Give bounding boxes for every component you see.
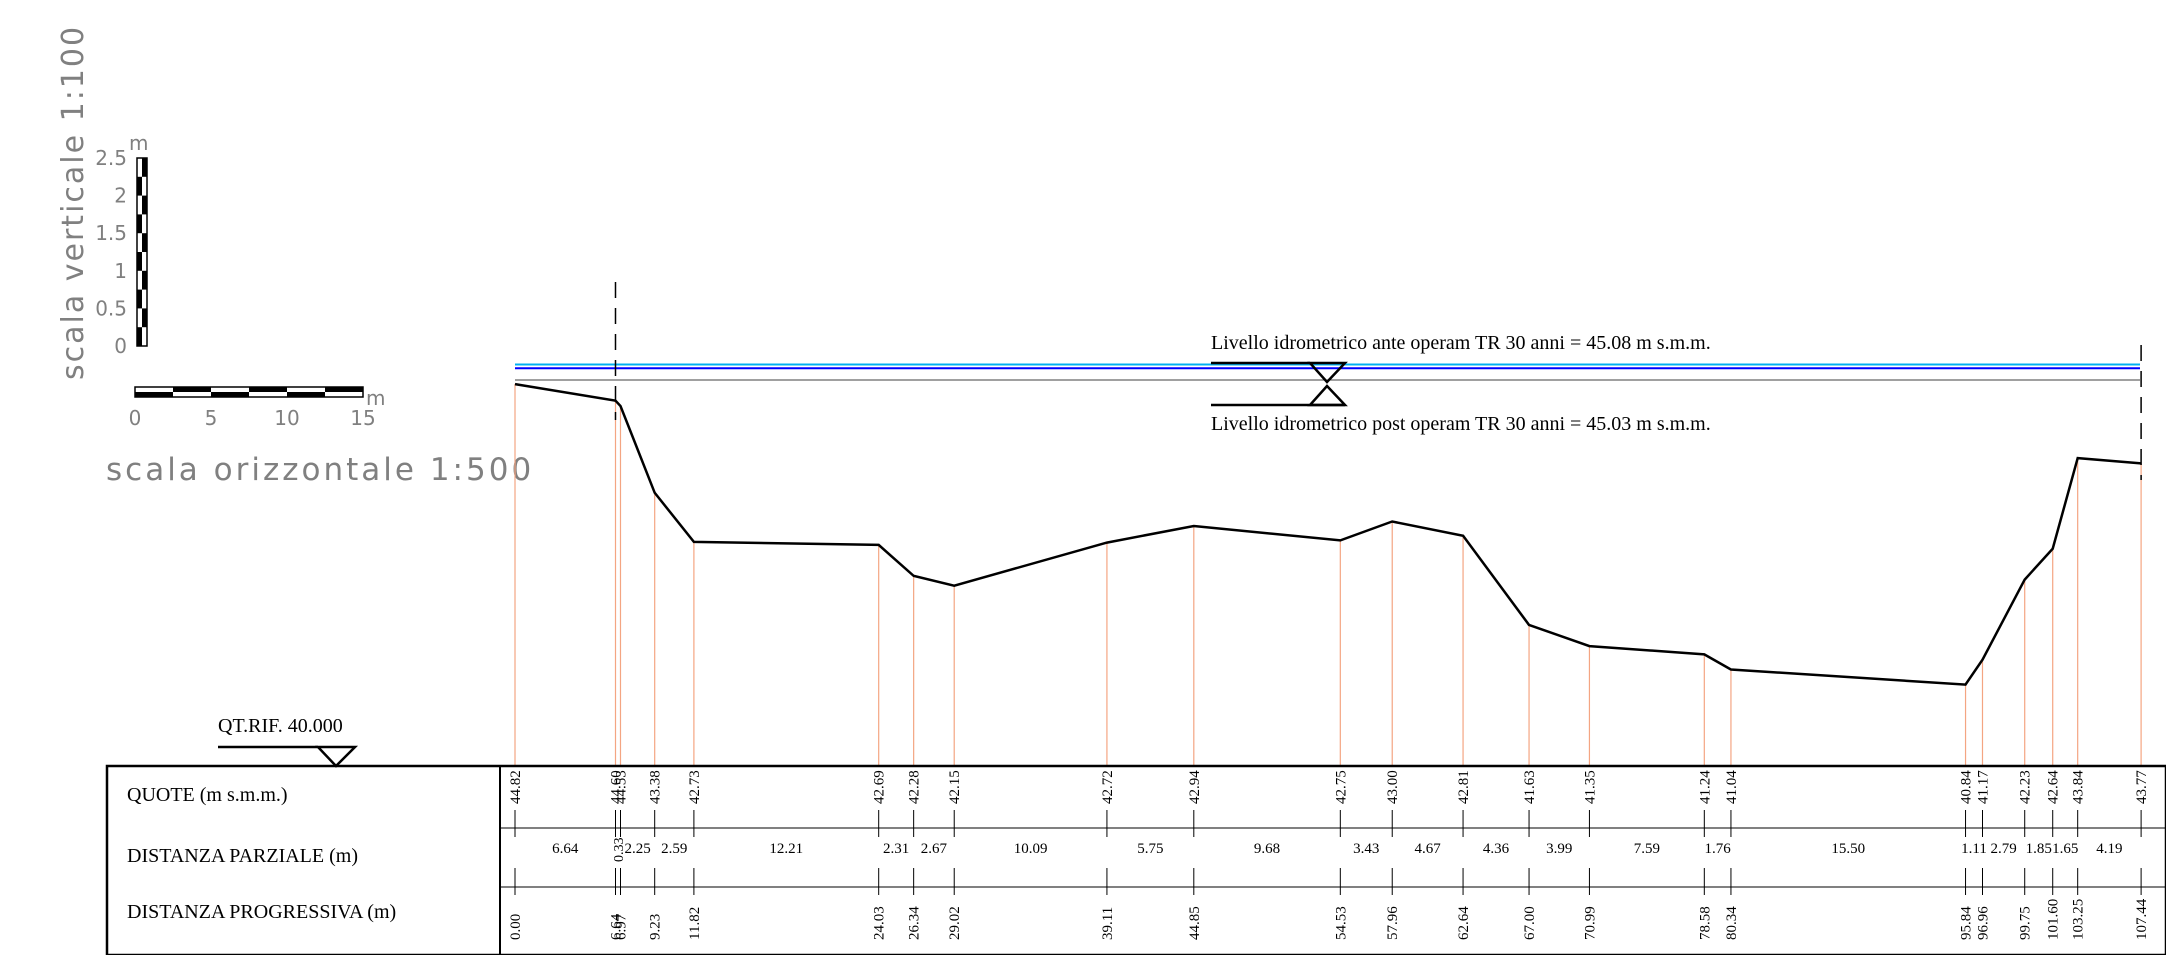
- horizontal-scale-bar: 0 5 10 15 m scala orizzontale 1:500: [106, 386, 534, 488]
- vertical-scale-tick-label: 1.5: [95, 221, 127, 245]
- elevation-label: 41.24: [1697, 770, 1713, 804]
- progressive-label: 6.97: [613, 913, 629, 940]
- progressive-label: 101.60: [2046, 899, 2062, 940]
- progressive-label: 95.84: [1959, 906, 1975, 940]
- elevation-label: 40.84: [1959, 770, 1975, 804]
- progressive-label: 57.96: [1385, 906, 1401, 940]
- partial-distance-label: 4.67: [1415, 841, 1442, 857]
- horizontal-scale-unit: m: [366, 386, 385, 410]
- row-label-progressiva: DISTANZA PROGRESSIVA (m): [127, 901, 396, 923]
- progressive-label: 9.23: [648, 914, 664, 940]
- partial-distance-label: 2.79: [1990, 841, 2016, 857]
- water-level-post-label: Livello idrometrico post operam TR 30 an…: [1211, 413, 1711, 435]
- elevation-label: 44.82: [508, 770, 524, 804]
- partial-distance-label: 1.85: [2026, 841, 2052, 857]
- partial-distance-label: 1.76: [1705, 841, 1732, 857]
- elevation-label: 42.28: [907, 770, 923, 804]
- elevation-label: 42.75: [1333, 770, 1349, 804]
- vertical-scale-tick-label: 1: [114, 259, 127, 283]
- elevation-label: 42.94: [1187, 770, 1203, 804]
- progressive-label: 62.64: [1456, 906, 1472, 940]
- partial-distance-label: 3.99: [1546, 841, 1572, 857]
- elevation-label: 44.60: [608, 770, 624, 804]
- partial-distance-label: 1.11: [1961, 841, 1987, 857]
- partial-distance-label: 6.64: [552, 841, 579, 857]
- partial-distance-label: 15.50: [1831, 841, 1865, 857]
- vertical-scale-tick-label: 2: [114, 184, 127, 208]
- elevation-label: 42.69: [872, 770, 888, 804]
- partial-distance-label: 10.09: [1014, 841, 1048, 857]
- progressive-label: 70.99: [1582, 906, 1598, 940]
- partial-distance-label: 9.68: [1254, 841, 1280, 857]
- elevation-label: 43.77: [2134, 770, 2150, 804]
- partial-distance-label: 5.75: [1137, 841, 1163, 857]
- horizontal-scale-tick-label: 0: [129, 406, 142, 430]
- elevation-label: 41.04: [1724, 770, 1740, 804]
- horizontal-scale-tick-label: 15: [350, 406, 375, 430]
- terrain-profile: [514, 382, 2142, 686]
- vertical-scale-label: scala verticale 1:100: [56, 25, 91, 380]
- vertical-scale-bar: scala verticale 1:100 0 0.5 1 1.5 2 2.5 m: [56, 25, 148, 380]
- water-level-ante-label: Livello idrometrico ante operam TR 30 an…: [1211, 332, 1711, 354]
- progressive-label: 78.58: [1697, 906, 1713, 940]
- partial-distance-label: 2.67: [921, 841, 948, 857]
- partial-distance-label: 2.59: [661, 841, 687, 857]
- partial-distance-label: 4.36: [1483, 841, 1510, 857]
- vertical-scale-tick-label: 0.5: [95, 296, 127, 320]
- row-label-quote: QUOTE (m s.m.m.): [127, 784, 288, 806]
- elevation-label: 43.84: [2071, 770, 2087, 804]
- progressive-label: 26.34: [907, 906, 923, 940]
- elevation-label: 42.64: [2046, 770, 2062, 804]
- water-level-symbol: [1211, 361, 1348, 407]
- elevation-label: 42.15: [947, 770, 963, 804]
- progressive-label: 39.11: [1100, 907, 1116, 940]
- vertical-scale-tick-label: 2.5: [95, 146, 127, 170]
- progressive-label: 54.53: [1333, 906, 1349, 940]
- data-table: QUOTE (m s.m.m.) DISTANZA PARZIALE (m) D…: [105, 764, 2166, 955]
- progressive-label: 29.02: [947, 906, 963, 940]
- vertical-scale-unit: m: [129, 131, 148, 155]
- reference-label: QT.RIF. 40.000: [218, 715, 343, 737]
- elevation-label: 43.38: [648, 770, 664, 804]
- progressive-label: 24.03: [872, 906, 888, 940]
- water-levels: Livello idrometrico ante operam TR 30 an…: [515, 332, 2140, 435]
- progressive-label: 6.64: [608, 913, 624, 940]
- section-limit-markers: [614, 282, 2142, 480]
- partial-distance-label: 12.21: [769, 841, 803, 857]
- elevation-label: 42.72: [1100, 770, 1116, 804]
- progressive-label: 80.34: [1724, 906, 1740, 940]
- partial-distance-label: 7.59: [1634, 841, 1660, 857]
- progressive-label: 96.96: [1975, 906, 1991, 940]
- vertical-guides: [514, 384, 2142, 766]
- horizontal-scale-tick-label: 5: [205, 406, 218, 430]
- partial-distance-label: 2.31: [883, 841, 909, 857]
- row-label-parziale: DISTANZA PARZIALE (m): [127, 845, 358, 867]
- progressive-label: 11.82: [687, 907, 703, 940]
- elevation-label: 43.00: [1385, 770, 1401, 804]
- vertical-scale-tick-label: 0: [114, 334, 127, 358]
- elevation-label: 41.63: [1522, 770, 1538, 804]
- horizontal-scale-tick-label: 10: [274, 406, 299, 430]
- partial-distance-label: 1.65: [2052, 841, 2078, 857]
- partial-distance-label: 2.25: [624, 841, 650, 857]
- progressive-label: 99.75: [2018, 906, 2034, 940]
- partial-distance-label: 3.43: [1353, 841, 1379, 857]
- elevation-label: 42.23: [2018, 770, 2034, 804]
- elevation-label: 41.35: [1582, 770, 1598, 804]
- elevation-label: 44.53: [613, 770, 629, 804]
- partial-distance-label: 0.33: [612, 838, 627, 863]
- progressive-label: 44.85: [1187, 906, 1203, 940]
- reference-level: QT.RIF. 40.000: [218, 715, 359, 768]
- progressive-label: 0.00: [508, 914, 524, 940]
- elevation-label: 41.17: [1975, 770, 1991, 804]
- horizontal-scale-label: scala orizzontale 1:500: [106, 452, 534, 488]
- elevation-label: 42.81: [1456, 770, 1472, 804]
- progressive-label: 67.00: [1522, 906, 1538, 940]
- elevation-label: 42.73: [687, 770, 703, 804]
- progressive-label: 107.44: [2134, 898, 2150, 940]
- partial-distance-label: 4.19: [2096, 841, 2122, 857]
- progressive-label: 103.25: [2071, 899, 2087, 940]
